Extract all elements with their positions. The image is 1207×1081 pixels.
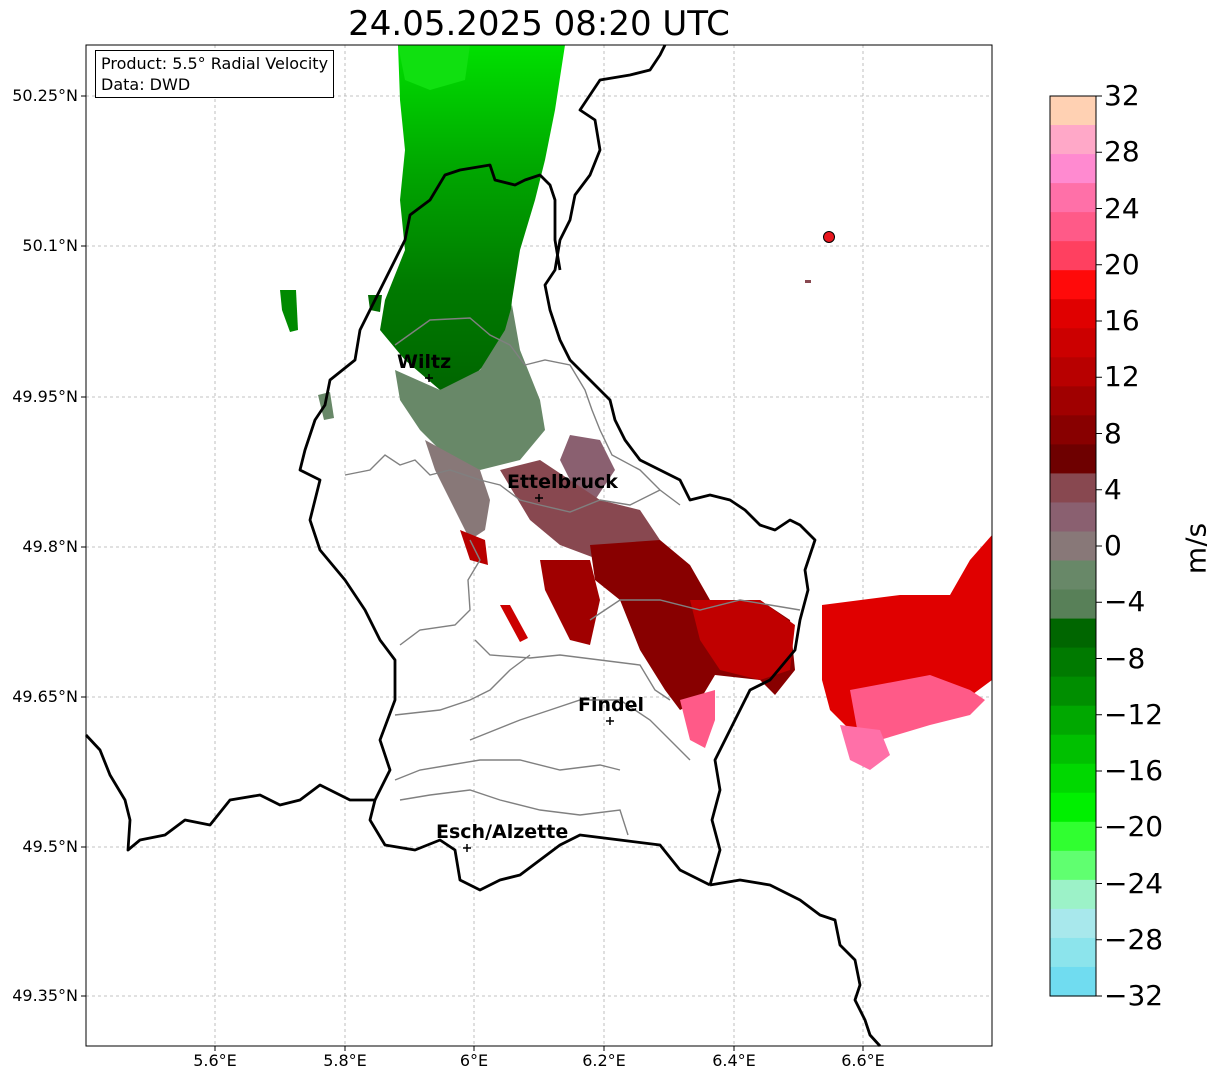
lon-label: 6°E	[459, 1051, 489, 1070]
radar-site-marker	[823, 231, 835, 243]
gridlines	[86, 45, 992, 1046]
city-label-ettelbruck: Ettelbruck	[507, 471, 618, 493]
info-box: Product: 5.5° Radial Velocity Data: DWD	[95, 50, 335, 98]
colorbar-tick-label: −16	[1104, 754, 1164, 787]
colorbar-segment	[1050, 850, 1096, 881]
colorbar-segment	[1050, 328, 1096, 358]
lon-label: 5.8°E	[323, 1051, 367, 1070]
data-source-label: Data: DWD	[101, 75, 191, 94]
lat-label: 49.65°N	[12, 687, 78, 706]
city-label-esch-alzette: Esch/Alzette	[436, 821, 569, 843]
colorbar-segment	[1050, 154, 1096, 184]
colorbar-tick-label: −24	[1104, 866, 1164, 900]
colorbar-tick-label: −12	[1104, 697, 1164, 731]
lon-label: 6.4°E	[712, 1051, 756, 1070]
colorbar-tick-label: −8	[1104, 641, 1146, 675]
colorbar-segment	[1050, 763, 1096, 794]
colorbar-segment	[1050, 444, 1096, 475]
lon-label: 6.2°E	[582, 1051, 626, 1070]
colorbar-segment	[1050, 96, 1096, 126]
lat-label: 49.5°N	[22, 837, 78, 856]
colorbar-segment	[1050, 647, 1096, 678]
colorbar-tick-label: −4	[1104, 585, 1146, 619]
colorbar-segment	[1050, 270, 1096, 300]
lat-label: 49.8°N	[22, 537, 78, 556]
colorbar-segment	[1050, 560, 1096, 591]
canton-borders	[344, 317, 801, 836]
colorbar-segment	[1050, 879, 1096, 910]
colorbar-segment	[1050, 502, 1096, 533]
colorbar-tick-label: −32	[1104, 979, 1164, 1012]
city-markers	[425, 374, 614, 852]
lon-label: 6.6°E	[841, 1051, 885, 1070]
colorbar-segment	[1050, 531, 1096, 562]
city-label-findel: Findel	[578, 694, 645, 716]
colorbar-segment	[1050, 299, 1096, 329]
axis-ticks	[81, 95, 864, 1051]
colorbar-segment	[1050, 821, 1096, 852]
colorbar-segment	[1050, 415, 1096, 445]
colorbar-tick-label: 28	[1104, 135, 1140, 169]
colorbar-tick-label: 16	[1104, 304, 1140, 337]
colorbar-segment	[1050, 357, 1096, 387]
colorbar-tick-label: −28	[1104, 922, 1164, 956]
colorbar-segment	[1050, 241, 1096, 271]
radar-echo-negative	[280, 45, 565, 420]
colorbar-segment	[1050, 183, 1096, 213]
colorbar-tick-label: 20	[1104, 247, 1140, 281]
colorbar-tick-label: 8	[1104, 416, 1122, 450]
colorbar-segment	[1050, 589, 1096, 620]
colorbar-segment	[1050, 705, 1096, 736]
map-title: 24.05.2025 08:20 UTC	[348, 4, 730, 44]
product-label: Product: 5.5° Radial Velocity	[101, 54, 329, 73]
colorbar-tick-label: 12	[1104, 360, 1140, 394]
colorbar-segment	[1050, 792, 1096, 823]
colorbar-tick-label: 24	[1104, 191, 1140, 225]
colorbar-segment	[1050, 386, 1096, 416]
colorbar-tick-label: 32	[1104, 79, 1140, 112]
lat-label: 50.25°N	[12, 86, 78, 105]
colorbar-tick-label: 4	[1104, 472, 1122, 506]
colorbar-segment	[1050, 618, 1096, 649]
colorbar-segment	[1050, 937, 1096, 968]
lat-label: 49.35°N	[12, 986, 78, 1005]
colorbar-tick-label: 0	[1104, 529, 1122, 562]
lat-label: 49.95°N	[12, 387, 78, 406]
colorbar-segment	[1050, 734, 1096, 765]
city-label-wiltz: Wiltz	[397, 351, 452, 373]
lon-label: 5.6°E	[193, 1051, 237, 1070]
colorbar-segment	[1050, 966, 1096, 997]
colorbar	[1049, 95, 1102, 997]
colorbar-tick-label: −20	[1104, 810, 1164, 844]
lat-label: 50.1°N	[22, 236, 78, 255]
colorbar-segment	[1050, 908, 1096, 939]
radar-echo-near-zero	[395, 305, 660, 560]
colorbar-segment	[1050, 125, 1096, 155]
radar-echo-positive	[460, 280, 992, 770]
colorbar-label: m/s	[1179, 522, 1207, 575]
colorbar-segment	[1050, 676, 1096, 707]
colorbar-segment	[1050, 212, 1096, 242]
country-borders	[84, 44, 882, 1047]
map-frame	[85, 44, 993, 1047]
colorbar-segment	[1050, 473, 1096, 504]
